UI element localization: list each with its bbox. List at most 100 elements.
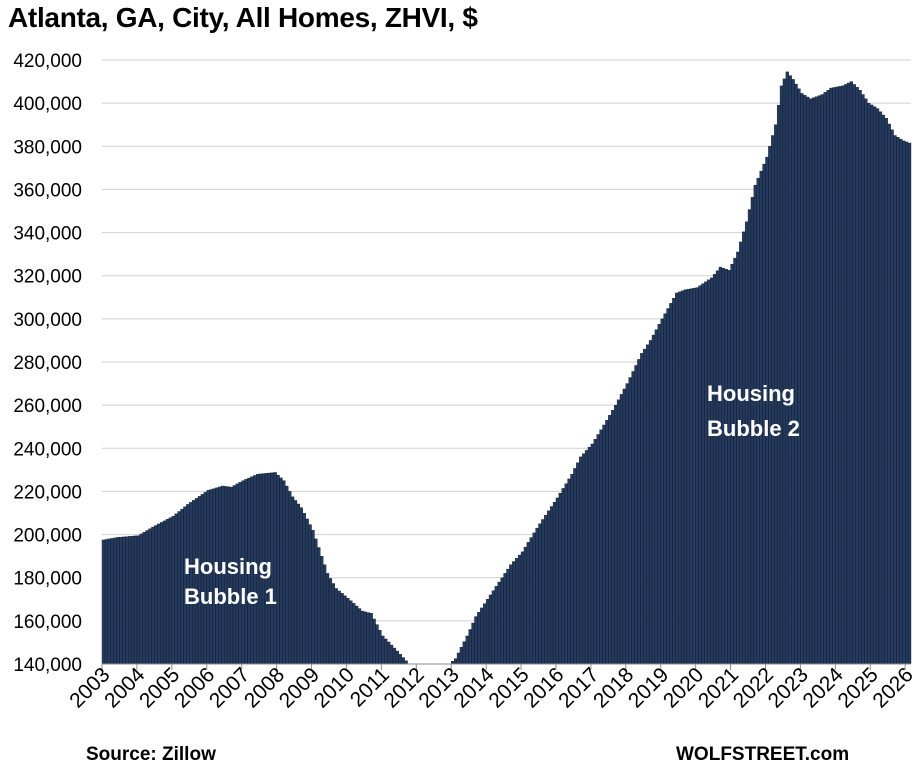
bar (680, 290, 685, 665)
bar (375, 624, 379, 665)
bar (648, 340, 653, 665)
bar (520, 551, 525, 665)
bar (366, 612, 370, 665)
bar (573, 468, 577, 665)
bar (314, 538, 318, 665)
bar (672, 297, 676, 665)
bar (113, 537, 117, 665)
bar (352, 603, 356, 665)
bar (657, 324, 661, 665)
bar (640, 353, 644, 665)
bar (817, 95, 821, 665)
bar (622, 388, 626, 665)
bar (692, 287, 696, 665)
bar (488, 594, 493, 665)
bar (139, 533, 143, 665)
bar (485, 599, 490, 665)
bar (162, 520, 167, 665)
bar (590, 443, 594, 665)
bar (328, 578, 333, 665)
bar (599, 429, 603, 665)
bar (165, 519, 170, 665)
bar (733, 257, 737, 665)
annotation-housing-bubble-1-line1: Housing (184, 554, 272, 579)
source-label: Source: Zillow (86, 744, 216, 765)
y-tick-label: 400,000 (13, 94, 82, 115)
bar (872, 106, 877, 665)
bar (689, 288, 693, 665)
bar (465, 635, 469, 665)
bar (852, 84, 856, 665)
bar (506, 568, 510, 665)
bar (651, 334, 656, 665)
bar (308, 524, 312, 665)
x-tick-label: 2014 (449, 663, 499, 713)
bar (317, 547, 321, 665)
y-tick-label: 340,000 (13, 224, 82, 245)
bar (337, 590, 341, 665)
y-tick-label: 300,000 (13, 310, 82, 331)
bar (384, 638, 388, 665)
bar (782, 78, 787, 665)
bar (160, 522, 164, 665)
bar (305, 518, 309, 665)
bar (357, 608, 362, 665)
bar (800, 93, 804, 665)
bar (122, 536, 126, 665)
bar (549, 506, 554, 665)
bar (669, 303, 673, 665)
bar (785, 71, 789, 665)
bar (325, 573, 330, 665)
bar (701, 283, 705, 665)
bar (584, 450, 589, 665)
y-tick-label: 320,000 (13, 267, 82, 288)
bar (576, 462, 580, 665)
y-tick-label: 380,000 (13, 137, 82, 158)
bar (555, 497, 560, 665)
bar (311, 530, 315, 665)
bar (712, 274, 717, 665)
bar (535, 527, 539, 665)
bar (884, 118, 888, 665)
bar (902, 140, 906, 665)
bar (116, 537, 120, 665)
bar (558, 492, 562, 665)
bar (459, 647, 464, 665)
bar (739, 241, 743, 665)
bar (820, 94, 824, 665)
bar (829, 87, 833, 665)
bar (128, 536, 132, 665)
bar (788, 75, 792, 665)
bar (678, 291, 682, 665)
bar (843, 84, 848, 665)
bar (334, 588, 338, 665)
bar (625, 383, 629, 665)
bar (858, 90, 862, 665)
bar (491, 590, 496, 665)
bar (157, 523, 161, 665)
bar (125, 536, 129, 665)
bar (285, 485, 289, 665)
annotation-housing-bubble-2-line1: Housing (707, 381, 795, 406)
bar (593, 439, 597, 665)
bar (515, 558, 519, 665)
bar (154, 525, 158, 665)
bar (282, 480, 286, 665)
bar (826, 90, 830, 665)
bar (905, 141, 909, 665)
bar (322, 564, 327, 665)
bar (870, 104, 874, 665)
bar (814, 96, 819, 665)
bar (579, 456, 583, 665)
bar (596, 434, 600, 665)
bar (148, 528, 152, 665)
bar (142, 532, 146, 665)
bar (462, 641, 466, 665)
bar (503, 573, 507, 665)
bar (389, 644, 394, 665)
bar (637, 359, 641, 665)
bar (497, 581, 501, 665)
bar (512, 561, 516, 665)
bar (808, 98, 813, 665)
x-tick-label: 2019 (624, 663, 673, 712)
